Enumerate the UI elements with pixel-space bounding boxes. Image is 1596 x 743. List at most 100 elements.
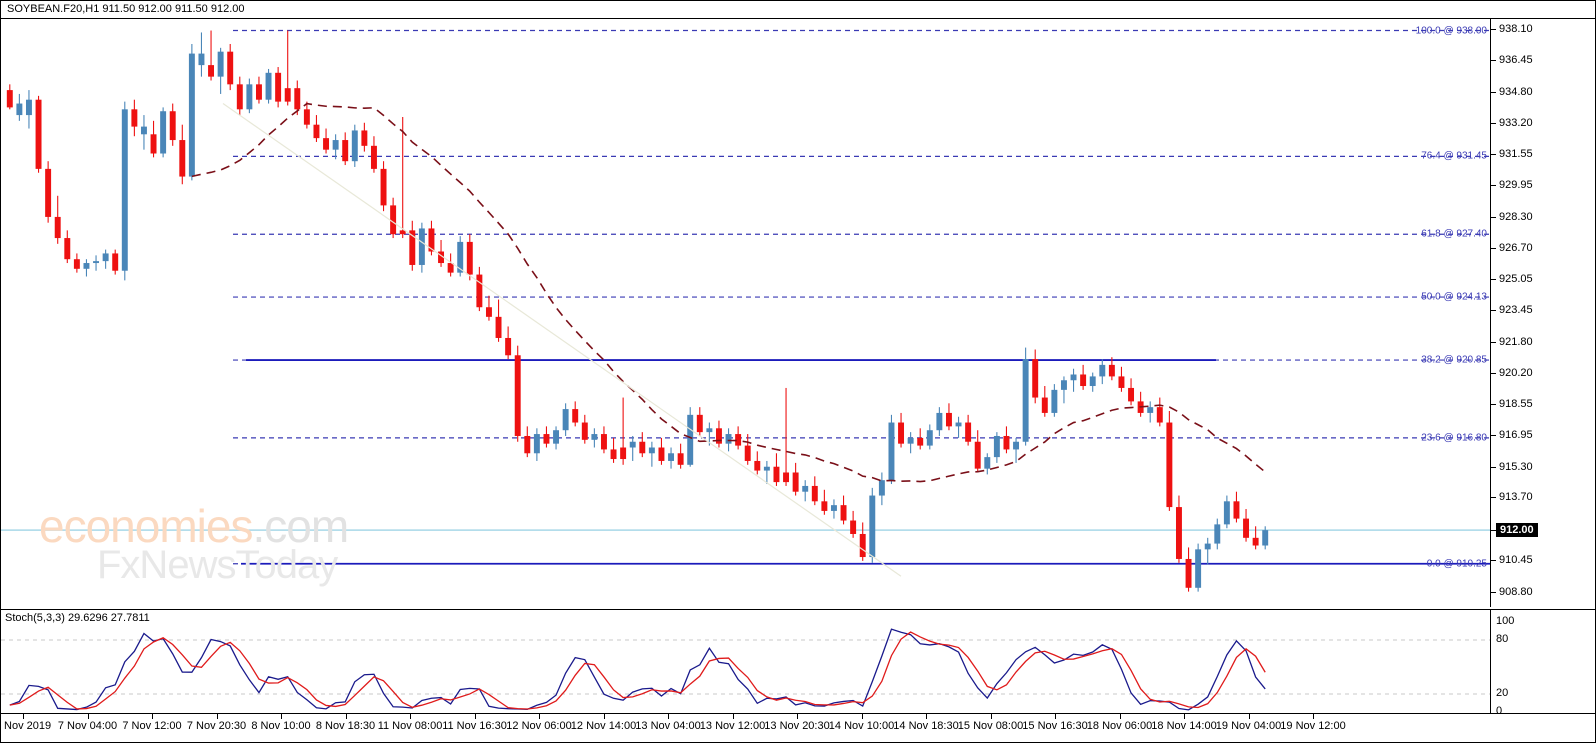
time-tick xyxy=(345,714,347,719)
time-tick-label: 19 Nov 12:00 xyxy=(1280,720,1346,732)
time-tick xyxy=(474,714,476,719)
fibonacci-level-label: 61.8 @ 927.40 xyxy=(1421,228,1487,240)
stochastic-svg xyxy=(1,628,1490,711)
time-tick-label: 12 Nov 06:00 xyxy=(506,720,572,732)
price-tick-label: 936.45 xyxy=(1499,54,1533,67)
time-tick-label: 18 Nov 06:00 xyxy=(1086,720,1153,732)
price-tick xyxy=(1491,216,1496,218)
price-tick xyxy=(1491,404,1496,406)
stochastic-axis: 100 80 20 0 xyxy=(1490,609,1596,717)
time-tick xyxy=(1313,714,1314,719)
time-tick-label: 13 Nov 20:30 xyxy=(764,720,830,732)
stochastic-scale-label: 80 xyxy=(1496,633,1509,645)
price-tick-label: 915.30 xyxy=(1499,460,1533,473)
time-tick xyxy=(797,714,798,719)
stochastic-scale-label: 20 xyxy=(1496,687,1509,699)
time-tick-label: 7 Nov 04:00 xyxy=(57,720,118,732)
time-tick xyxy=(216,714,218,719)
price-tick-label: 926.70 xyxy=(1499,241,1533,254)
price-tick xyxy=(1491,122,1496,124)
price-tick-label: 928.30 xyxy=(1499,210,1533,223)
stochastic-pane[interactable]: Stoch(5,3,3) 29.6296 27.7811 xyxy=(1,609,1490,713)
fibonacci-level-label: 0.0 @ 910.25 xyxy=(1426,558,1487,570)
time-tick-label: 7 Nov 20:30 xyxy=(186,720,247,732)
time-tick xyxy=(152,714,153,719)
price-tick xyxy=(1491,279,1496,281)
time-tick xyxy=(926,714,927,719)
price-tick-label: 925.05 xyxy=(1499,273,1533,286)
stochastic-scale-label: 100 xyxy=(1496,615,1515,627)
time-tick xyxy=(410,714,411,719)
price-chart-svg xyxy=(1,29,1490,592)
time-tick-label: 11 Nov 08:00 xyxy=(377,720,443,732)
stochastic-label: Stoch(5,3,3) 29.6296 27.7811 xyxy=(5,612,150,624)
time-tick-label: 18 Nov 14:00 xyxy=(1151,720,1217,732)
price-tick xyxy=(1491,530,1496,532)
time-axis[interactable]: 6 Nov 2019 7 Nov 04:00 7 Nov 12:00 7 Nov 20… xyxy=(0,713,1596,743)
time-tick xyxy=(281,714,282,719)
time-tick xyxy=(23,714,24,719)
price-tick xyxy=(1491,341,1496,343)
time-tick xyxy=(539,714,540,719)
time-tick-label: 19 Nov 04:00 xyxy=(1215,720,1282,732)
price-tick-label: 929.95 xyxy=(1499,179,1533,192)
price-tick xyxy=(1491,60,1496,62)
time-tick xyxy=(990,714,992,719)
time-tick-label: 12 Nov 14:00 xyxy=(570,720,637,732)
price-tick xyxy=(1491,372,1496,374)
price-tick-label: 910.45 xyxy=(1499,553,1533,566)
time-tick-label: 11 Nov 16:30 xyxy=(442,720,507,732)
price-tick-label: 920.20 xyxy=(1499,366,1533,379)
price-tick-label: 908.80 xyxy=(1499,585,1533,598)
time-tick-label: 8 Nov 10:00 xyxy=(251,720,311,732)
fibonacci-level-label: 76.4 @ 931.45 xyxy=(1421,150,1487,162)
price-tick-label: 931.55 xyxy=(1499,148,1533,161)
price-tick-label: 923.45 xyxy=(1499,304,1533,317)
time-tick-label: 8 Nov 18:30 xyxy=(315,720,376,732)
time-tick xyxy=(732,714,734,719)
stochastic-scale-label: 0 xyxy=(1496,705,1503,717)
time-tick xyxy=(1184,714,1185,719)
time-tick xyxy=(1055,714,1056,719)
time-tick xyxy=(861,714,863,719)
price-axis[interactable]: 938.10 936.45 934.80 933.20 931.55 929.95 928.… xyxy=(1490,19,1596,607)
price-tick-label: 916.95 xyxy=(1499,429,1533,442)
price-tick-label: 938.10 xyxy=(1499,22,1533,35)
price-tick xyxy=(1491,310,1496,312)
price-tick xyxy=(1491,435,1496,437)
price-tick xyxy=(1491,28,1496,30)
price-pane[interactable]: economies.com FxNewsToday xyxy=(1,19,1490,607)
price-tick xyxy=(1491,247,1496,249)
time-tick-label: 6 Nov 2019 xyxy=(0,720,52,732)
price-tick xyxy=(1491,466,1496,468)
price-tick-label: 934.80 xyxy=(1499,86,1533,99)
time-tick-label: 13 Nov 12:00 xyxy=(699,720,766,732)
time-tick xyxy=(1248,714,1250,719)
time-tick-label: 13 Nov 04:00 xyxy=(635,720,701,732)
time-tick xyxy=(668,714,669,719)
time-tick-label: 7 Nov 12:00 xyxy=(122,720,182,732)
price-tick-label: 913.70 xyxy=(1499,491,1533,504)
price-tick xyxy=(1491,559,1496,561)
fibonacci-level-label: 100.0 @ 938.00 xyxy=(1415,25,1487,37)
price-tick xyxy=(1491,92,1496,94)
price-tick xyxy=(1491,497,1496,499)
price-tick-label: 918.55 xyxy=(1499,398,1533,411)
current-price-label: 912.00 xyxy=(1496,523,1538,538)
fibonacci-level-label: 38.2 @ 920.85 xyxy=(1421,354,1487,366)
chart-header: SOYBEAN.F20,H1 911.50 912.00 911.50 912.… xyxy=(1,1,1596,19)
price-tick-label: 933.20 xyxy=(1499,116,1533,129)
time-tick xyxy=(603,714,605,719)
price-tick-label: 921.80 xyxy=(1499,335,1533,348)
time-tick-label: 14 Nov 10:00 xyxy=(828,720,895,732)
price-tick xyxy=(1491,154,1496,156)
symbol-ohlc-label: SOYBEAN.F20,H1 911.50 912.00 911.50 912.… xyxy=(7,3,245,15)
time-tick-label: 15 Nov 08:00 xyxy=(957,720,1024,732)
time-tick xyxy=(1119,714,1121,719)
time-tick-label: 14 Nov 18:30 xyxy=(893,720,959,732)
fibonacci-level-label: 23.6 @ 916.80 xyxy=(1421,432,1487,444)
price-tick xyxy=(1491,591,1496,593)
fibonacci-level-label: 50.0 @ 924.13 xyxy=(1421,291,1487,303)
time-tick xyxy=(87,714,89,719)
